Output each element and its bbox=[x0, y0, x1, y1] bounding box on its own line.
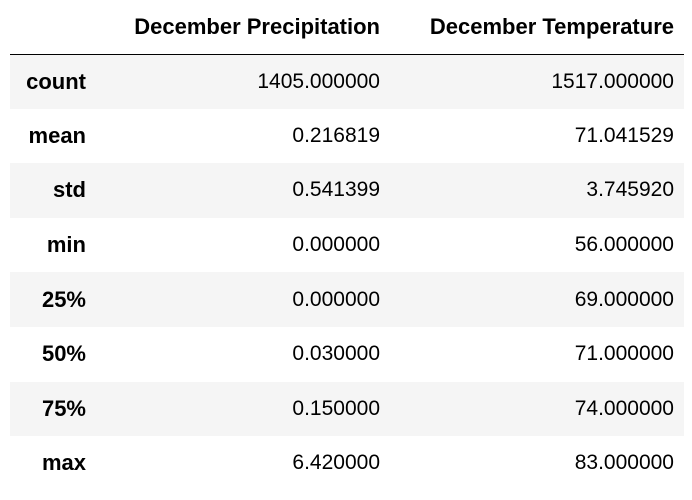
table-row: mean 0.216819 71.041529 bbox=[10, 108, 684, 164]
row-label: 50% bbox=[41, 341, 86, 367]
table-row: min 0.000000 56.000000 bbox=[10, 217, 684, 273]
table-row: std 0.541399 3.745920 bbox=[10, 163, 684, 218]
table-row: 50% 0.030000 71.000000 bbox=[10, 326, 684, 382]
temperature-cell: 69.000000 bbox=[574, 287, 674, 311]
row-label: min bbox=[46, 232, 86, 258]
dataframe-output: December Precipitation December Temperat… bbox=[10, 0, 684, 491]
column-header-temperature: December Temperature bbox=[390, 0, 684, 55]
temperature-cell: 3.745920 bbox=[586, 178, 674, 202]
precipitation-cell: 1405.000000 bbox=[257, 69, 380, 93]
temperature-cell: 83.000000 bbox=[574, 451, 674, 475]
index-header bbox=[10, 0, 96, 55]
table-body: count 1405.000000 1517.000000 mean 0.216… bbox=[10, 54, 684, 491]
precipitation-cell: 0.541399 bbox=[292, 178, 380, 202]
precipitation-cell: 0.030000 bbox=[292, 342, 380, 366]
row-label: max bbox=[41, 450, 86, 476]
table-row: max 6.420000 83.000000 bbox=[10, 436, 684, 491]
table-row: count 1405.000000 1517.000000 bbox=[10, 54, 684, 109]
precipitation-cell: 0.000000 bbox=[292, 233, 380, 257]
precipitation-cell: 0.150000 bbox=[292, 396, 380, 420]
table-row: 25% 0.000000 69.000000 bbox=[10, 272, 684, 327]
table-header: December Precipitation December Temperat… bbox=[10, 0, 684, 55]
temperature-cell: 71.000000 bbox=[574, 342, 674, 366]
temperature-cell: 71.041529 bbox=[574, 123, 674, 147]
row-label: mean bbox=[28, 122, 86, 148]
describe-table: December Precipitation December Temperat… bbox=[10, 0, 684, 491]
temperature-cell: 74.000000 bbox=[574, 396, 674, 420]
temperature-cell: 1517.000000 bbox=[551, 69, 674, 93]
precipitation-cell: 0.216819 bbox=[292, 123, 380, 147]
row-label: count bbox=[26, 68, 86, 94]
temperature-cell: 56.000000 bbox=[574, 233, 674, 257]
precipitation-cell: 0.000000 bbox=[292, 287, 380, 311]
row-label: 25% bbox=[41, 286, 86, 312]
header-row: December Precipitation December Temperat… bbox=[10, 0, 684, 55]
column-header-precipitation: December Precipitation bbox=[96, 0, 390, 55]
row-label: std bbox=[53, 177, 86, 203]
row-label: 75% bbox=[41, 395, 86, 421]
table-row: 75% 0.150000 74.000000 bbox=[10, 381, 684, 437]
precipitation-cell: 6.420000 bbox=[292, 451, 380, 475]
